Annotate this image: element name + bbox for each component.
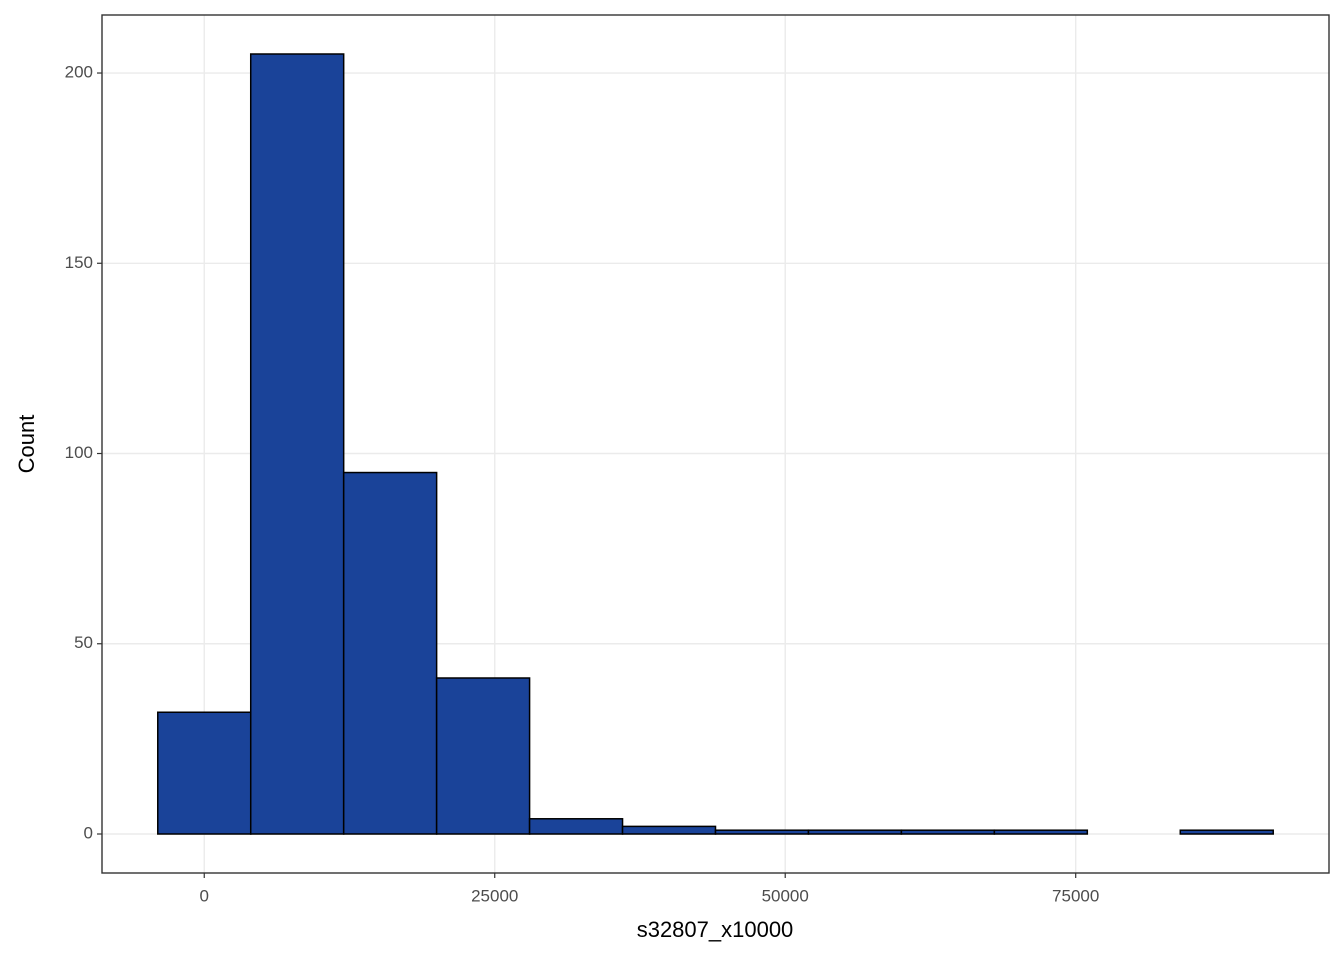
bar	[1179, 829, 1274, 835]
x-tick-label: 50000	[762, 886, 809, 905]
y-tick-label: 200	[65, 63, 93, 82]
bar	[900, 829, 996, 835]
y-axis-title: Count	[14, 415, 39, 474]
y-tick-label: 0	[84, 823, 93, 842]
bar	[621, 825, 717, 835]
x-axis-title: s32807_x10000	[637, 917, 794, 942]
bar	[993, 829, 1089, 835]
y-tick-label: 50	[74, 633, 93, 652]
bar	[435, 677, 531, 835]
bar	[157, 711, 252, 835]
bar	[528, 818, 624, 835]
bar	[249, 53, 345, 835]
x-tick-label: 75000	[1052, 886, 1099, 905]
bar	[807, 829, 903, 835]
y-tick-label: 150	[65, 253, 93, 272]
y-tick-label: 100	[65, 443, 93, 462]
bar	[714, 829, 810, 835]
bar	[342, 471, 438, 835]
x-tick-label: 25000	[471, 886, 518, 905]
x-tick-label: 0	[200, 886, 209, 905]
plot-border	[101, 14, 1330, 874]
